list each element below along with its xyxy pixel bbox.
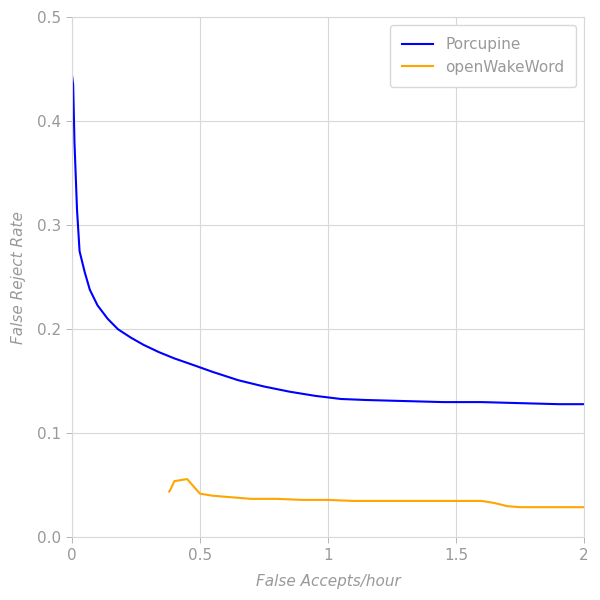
openWakeWord [478, 497, 485, 505]
Porcupine [76, 248, 83, 255]
X-axis label: False Accepts/hour: False Accepts/hour [256, 574, 400, 589]
openWakeWord [184, 475, 191, 482]
Porcupine [337, 395, 344, 403]
openWakeWord [542, 503, 549, 511]
Porcupine [188, 361, 196, 368]
Y-axis label: False Reject Rate: False Reject Rate [11, 211, 26, 344]
openWakeWord [166, 488, 173, 495]
openWakeWord [580, 503, 587, 511]
openWakeWord [167, 486, 174, 493]
Porcupine [73, 206, 80, 213]
openWakeWord [235, 494, 242, 502]
Porcupine [81, 268, 88, 275]
Porcupine [86, 286, 94, 293]
Porcupine [171, 355, 178, 362]
Porcupine [517, 400, 524, 407]
Porcupine [580, 401, 587, 408]
openWakeWord [517, 503, 524, 511]
openWakeWord [273, 495, 280, 502]
Porcupine [104, 315, 112, 322]
Porcupine [94, 302, 101, 309]
openWakeWord [503, 503, 511, 510]
Porcupine [140, 341, 147, 349]
openWakeWord [376, 497, 383, 505]
Porcupine [440, 398, 447, 406]
openWakeWord [452, 497, 460, 505]
Porcupine [478, 398, 485, 406]
Porcupine [68, 71, 76, 78]
Porcupine [155, 349, 163, 356]
Porcupine [311, 392, 319, 400]
Porcupine [363, 397, 370, 404]
Porcupine [286, 388, 293, 395]
openWakeWord [350, 497, 357, 505]
openWakeWord [196, 490, 203, 497]
openWakeWord [414, 497, 421, 505]
Porcupine [70, 81, 77, 88]
openWakeWord [299, 496, 306, 503]
Line: Porcupine: Porcupine [72, 74, 584, 404]
openWakeWord [248, 495, 255, 502]
openWakeWord [491, 499, 498, 506]
Porcupine [555, 401, 562, 408]
Porcupine [71, 139, 78, 146]
openWakeWord [222, 493, 229, 500]
Porcupine [115, 326, 122, 333]
openWakeWord [209, 492, 217, 499]
openWakeWord [171, 478, 178, 485]
Porcupine [401, 397, 409, 404]
Line: openWakeWord: openWakeWord [169, 479, 584, 507]
Legend: Porcupine, openWakeWord: Porcupine, openWakeWord [390, 25, 577, 87]
Porcupine [260, 383, 268, 390]
openWakeWord [325, 496, 332, 503]
Porcupine [209, 368, 217, 376]
Porcupine [127, 334, 134, 341]
Porcupine [235, 377, 242, 384]
